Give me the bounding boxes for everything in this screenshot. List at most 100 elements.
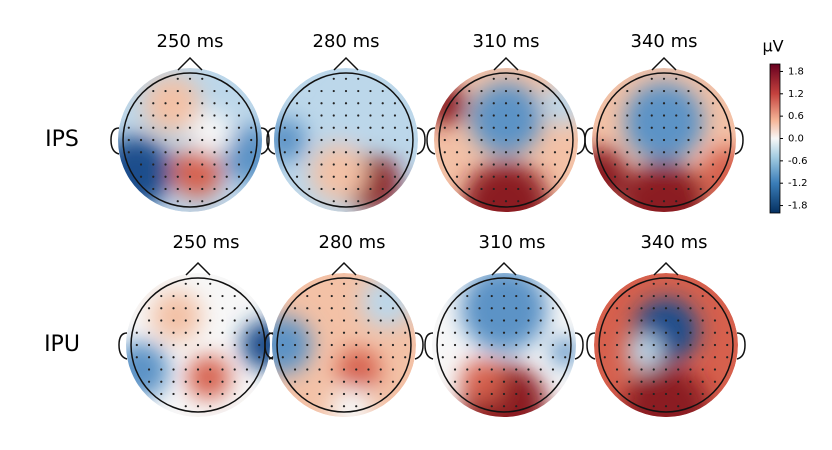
- electrode: [209, 319, 212, 322]
- electrode: [196, 294, 200, 298]
- electrode: [675, 114, 678, 117]
- electrode: [379, 380, 382, 383]
- electrode: [172, 319, 175, 322]
- electrode: [478, 294, 481, 298]
- electrode: [391, 380, 395, 383]
- electrode: [689, 356, 692, 359]
- electrode: [689, 331, 692, 334]
- electrode: [638, 175, 641, 178]
- electrode: [196, 356, 200, 359]
- electrode: [701, 319, 704, 322]
- colorbar: [769, 63, 781, 214]
- electrode: [184, 294, 187, 298]
- topomap: [432, 273, 576, 417]
- electrode: [515, 343, 518, 347]
- electrode: [677, 307, 680, 310]
- electrode: [726, 343, 729, 347]
- electrode: [306, 392, 309, 396]
- electrode: [245, 307, 249, 310]
- electrode: [160, 380, 163, 383]
- electrode: [176, 175, 179, 178]
- map-blob: [620, 161, 708, 212]
- electrode: [517, 151, 520, 154]
- electrode: [492, 187, 495, 191]
- electrode: [147, 331, 151, 334]
- electrode: [701, 392, 704, 396]
- electrode: [724, 126, 727, 129]
- nose: [651, 56, 677, 71]
- electrode: [172, 343, 175, 347]
- electrode: [662, 89, 666, 93]
- electrode: [367, 294, 370, 298]
- map-field: [126, 291, 270, 400]
- electrode: [332, 126, 335, 129]
- electrode: [504, 126, 508, 129]
- electrode: [613, 138, 617, 142]
- electrode: [539, 356, 542, 359]
- electrode: [355, 282, 358, 285]
- electrode: [393, 126, 397, 129]
- electrode: [664, 343, 668, 347]
- electrode: [699, 89, 702, 93]
- electrode: [369, 163, 372, 166]
- electrode: [184, 343, 187, 347]
- ear: [734, 127, 744, 155]
- electrode: [529, 102, 532, 105]
- electrode: [213, 151, 216, 154]
- electrode: [342, 331, 346, 334]
- electrode: [529, 126, 532, 129]
- electrode: [664, 380, 668, 383]
- electrode: [529, 163, 532, 166]
- electrode: [201, 89, 204, 93]
- electrode: [221, 307, 224, 310]
- electrode: [689, 343, 692, 347]
- electrode: [344, 187, 348, 191]
- electrode: [201, 126, 204, 129]
- electrode: [225, 187, 228, 191]
- electrode: [490, 356, 493, 359]
- electrode: [393, 102, 397, 105]
- electrode: [515, 356, 518, 359]
- electrode: [369, 102, 372, 105]
- electrode: [393, 138, 397, 142]
- electrode: [318, 319, 321, 322]
- electrode: [490, 368, 493, 371]
- map-field: [274, 93, 401, 212]
- electrode: [701, 331, 704, 334]
- ear: [414, 332, 424, 360]
- electrode: [139, 163, 143, 166]
- map-blob: [126, 341, 170, 400]
- electrode: [147, 319, 151, 322]
- electrode: [640, 356, 643, 359]
- electrode: [455, 102, 459, 105]
- electrode: [515, 319, 518, 322]
- electrode: [640, 294, 643, 298]
- electrode: [626, 175, 629, 178]
- electrode: [515, 368, 518, 371]
- electrode: [318, 331, 321, 334]
- electrode: [677, 405, 680, 408]
- panel-title: 250 ms: [173, 232, 240, 253]
- electrode: [539, 294, 542, 298]
- electrode: [529, 187, 532, 191]
- electrode: [713, 331, 717, 334]
- electrode: [225, 175, 228, 178]
- ear: [586, 332, 596, 360]
- electrode: [455, 175, 459, 178]
- electrode: [342, 380, 346, 383]
- electrode: [225, 102, 228, 105]
- map-blob: [434, 82, 467, 126]
- ear: [576, 127, 586, 155]
- electrode: [225, 126, 228, 129]
- electrode: [638, 163, 641, 166]
- electrode: [664, 405, 668, 408]
- electrode: [713, 368, 717, 371]
- electrode: [369, 187, 372, 191]
- electrode: [147, 307, 151, 310]
- electrode: [468, 163, 471, 166]
- electrode: [468, 126, 471, 129]
- ear: [584, 127, 594, 155]
- electrode: [515, 405, 518, 408]
- electrode: [342, 307, 346, 310]
- electrode: [221, 380, 224, 383]
